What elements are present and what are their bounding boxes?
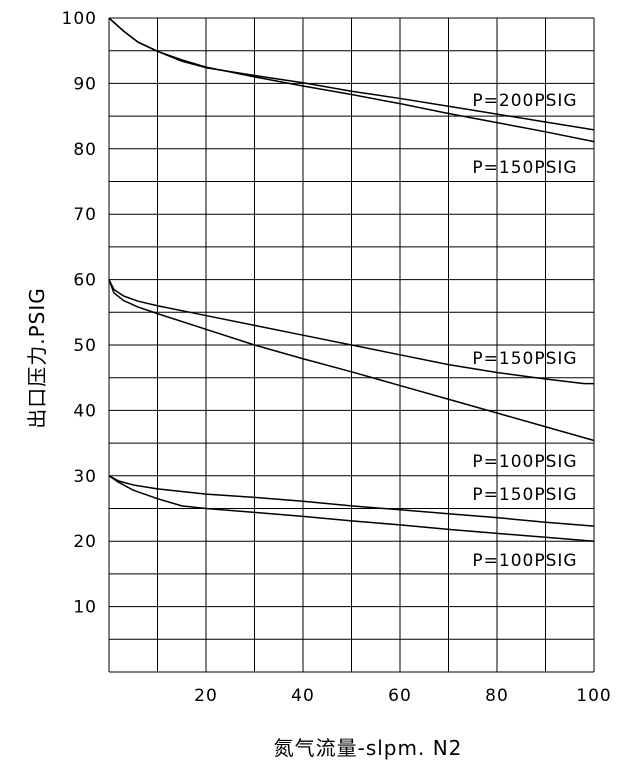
x-tick-label: 40 (291, 686, 315, 706)
series-lines (108, 17, 595, 542)
series-annotation: P=150PSIG (472, 158, 577, 178)
series-annotation: P=150PSIG (472, 349, 577, 369)
x-axis-title: 氮气流量-slpm. N2 (274, 736, 463, 760)
y-tick-label: 40 (73, 401, 97, 421)
x-tick-label: 20 (194, 686, 218, 706)
series-annotation: P=100PSIG (472, 551, 577, 571)
y-tick-label: 50 (73, 336, 97, 356)
y-tick-label: 70 (73, 205, 97, 225)
series-line-5 (108, 475, 595, 527)
series-annotations: P=200PSIG P=150PSIG P=150PSIG P=100PSIG P=15… (472, 91, 577, 571)
y-tick-label: 60 (73, 271, 97, 291)
series-line-4 (108, 279, 595, 442)
series-line-2 (108, 17, 595, 143)
y-tick-label: 100 (62, 9, 97, 29)
tick-labels: 10 20 30 40 50 60 70 80 90 100 20 40 60 80 100 (62, 9, 611, 706)
series-annotation: P=200PSIG (472, 91, 577, 111)
series-line-3 (108, 279, 594, 385)
y-tick-label: 10 (73, 598, 97, 618)
x-tick-label: 80 (485, 686, 509, 706)
series-annotation: P=150PSIG (472, 485, 577, 505)
x-tick-label: 100 (576, 686, 611, 706)
y-tick-label: 90 (73, 74, 97, 94)
y-tick-label: 20 (73, 532, 97, 552)
grid (108, 17, 595, 673)
y-axis-title: 出口压力.PSIG (25, 287, 49, 429)
series-line-6 (108, 475, 595, 542)
y-tick-label: 80 (73, 140, 97, 160)
y-tick-label: 30 (73, 467, 97, 487)
series-annotation: P=100PSIG (472, 452, 577, 472)
x-tick-label: 60 (388, 686, 412, 706)
